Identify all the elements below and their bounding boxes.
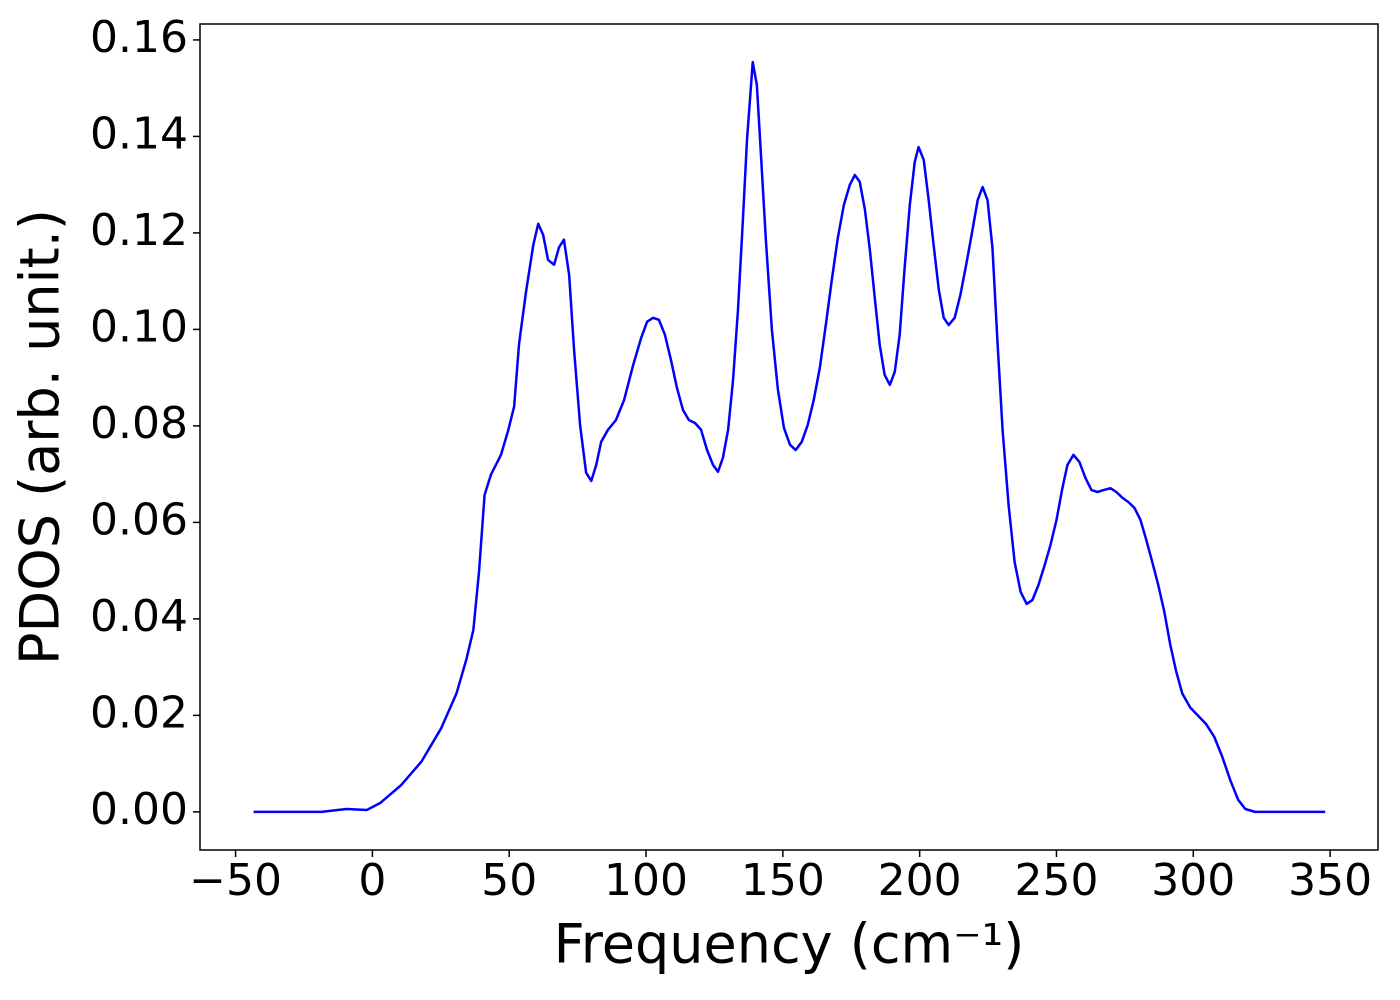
y-tick-label: 0.04 [90, 591, 188, 642]
y-tick-label: 0.00 [90, 784, 188, 835]
x-tick-label: 150 [741, 855, 825, 906]
plot-frame [199, 23, 1379, 851]
x-tick-label: 50 [481, 855, 537, 906]
x-tick-label: 200 [878, 855, 962, 906]
y-tick-label: 0.14 [90, 108, 188, 159]
y-tick-label: 0.12 [90, 205, 188, 256]
x-tick-label: −50 [189, 855, 282, 906]
x-tick-label: 350 [1288, 855, 1372, 906]
y-tick-label: 0.16 [90, 12, 188, 63]
y-axis-label: PDOS (arb. unit.) [9, 209, 72, 665]
x-tick-label: 100 [604, 855, 688, 906]
y-tick-label: 0.10 [90, 301, 188, 352]
x-tick-label: 0 [358, 855, 386, 906]
pdos-line [253, 60, 1326, 814]
y-tick-label: 0.06 [90, 494, 188, 545]
x-axis-label: Frequency (cm⁻¹) [554, 913, 1025, 976]
y-tick-label: 0.02 [90, 687, 188, 738]
y-tick-label: 0.08 [90, 398, 188, 449]
x-tick-label: 250 [1014, 855, 1098, 906]
x-tick-label: 300 [1151, 855, 1235, 906]
